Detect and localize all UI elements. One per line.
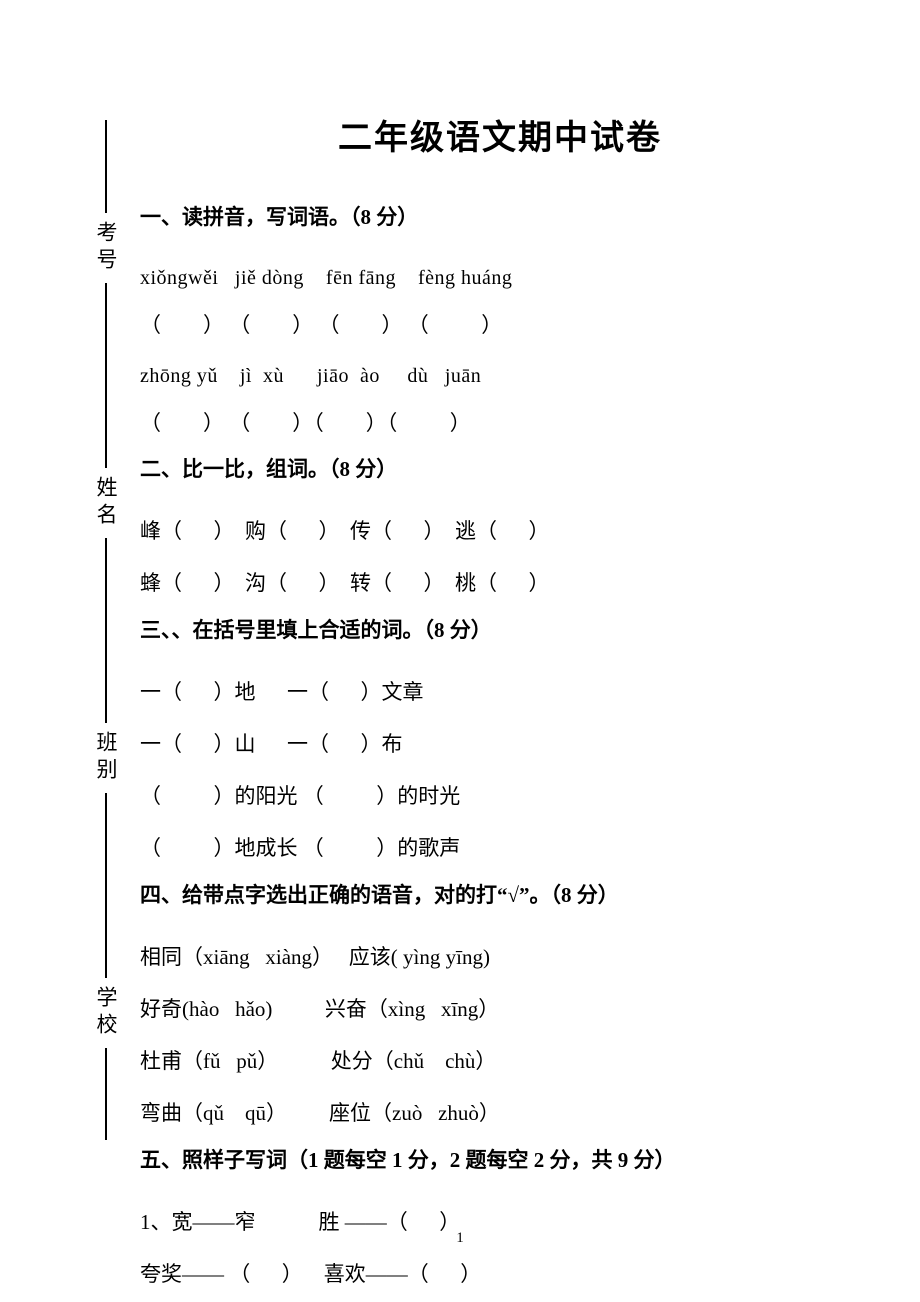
sidebar-line: [105, 630, 107, 723]
section-2-line-1: 峰（ ） 购（ ） 传（ ） 逃（ ）: [140, 507, 860, 555]
exam-content: 二年级语文期中试卷 一、读拼音，写词语。（8 分） xiǒngwěi jiě d…: [140, 110, 860, 1302]
sidebar-section-class: 班别: [91, 630, 121, 885]
section-3-line-1: 一（ ）地 一（ ）文章: [140, 668, 860, 716]
section-2-header: 二、比一比，组词。（8 分）: [140, 451, 860, 489]
section-3-line-4: （ ）地成长 （ ）的歌声: [140, 824, 860, 872]
section-4-header: 四、给带点字选出正确的语音，对的打“√”。（8 分）: [140, 877, 860, 915]
sidebar-label-class: 班别: [91, 731, 121, 785]
section-1-pinyin-row-2: zhōng yǔ jì xù jiāo ào dù juān: [140, 353, 860, 399]
sidebar-line: [105, 885, 107, 978]
section-1-blanks-row-1: （ ） （ ） （ ） （ ）: [140, 301, 860, 349]
section-3-line-3: （ ）的阳光 （ ）的时光: [140, 772, 860, 820]
section-5-line-2: 夸奖—— （ ） 喜欢——（ ）: [140, 1250, 860, 1298]
sidebar-section-exam-id: 考号: [91, 120, 121, 375]
section-3-line-2: 一（ ）山 一（ ）布: [140, 720, 860, 768]
sidebar-line: [105, 375, 107, 468]
student-info-sidebar: 考号 姓名 班别 学校: [86, 120, 126, 1140]
section-2-line-2: 蜂（ ） 沟（ ） 转（ ） 桃（ ）: [140, 559, 860, 607]
sidebar-line: [105, 120, 107, 213]
sidebar-label-school: 学校: [91, 986, 121, 1040]
sidebar-line: [105, 793, 107, 886]
section-1-header: 一、读拼音，写词语。（8 分）: [140, 199, 860, 237]
sidebar-line: [105, 1048, 107, 1141]
section-4-line-4: 弯曲（qǔ qū） 座位（zuò zhuò）: [140, 1089, 860, 1137]
page-number: 1: [0, 1230, 920, 1247]
sidebar-section-name: 姓名: [91, 375, 121, 630]
exam-page: 考号 姓名 班别 学校 二年级语文期中试卷 一、读拼音，写词语。（8 分） xi…: [0, 0, 920, 1302]
section-4-line-1: 相同（xiāng xiàng） 应该( yìng yīng): [140, 933, 860, 981]
section-1-blanks-row-2: （ ） （ ）（ ）（ ）: [140, 399, 860, 447]
sidebar-label-name: 姓名: [91, 476, 121, 530]
section-1-pinyin-row-1: xiǒngwěi jiě dòng fēn fāng fèng huáng: [140, 255, 860, 301]
sidebar-label-exam-id: 考号: [91, 221, 121, 275]
section-4-line-2: 好奇(hào hǎo) 兴奋（xìng xīng）: [140, 985, 860, 1033]
section-3-header: 三、、在括号里填上合适的词。（8 分）: [140, 612, 860, 650]
sidebar-line: [105, 538, 107, 631]
section-4-line-3: 杜甫（fǔ pǔ） 处分（chǔ chù）: [140, 1037, 860, 1085]
section-5-header: 五、照样子写词（1 题每空 1 分，2 题每空 2 分，共 9 分）: [140, 1142, 860, 1180]
exam-title: 二年级语文期中试卷: [140, 110, 860, 159]
sidebar-line: [105, 283, 107, 376]
sidebar-section-school: 学校: [91, 885, 121, 1140]
